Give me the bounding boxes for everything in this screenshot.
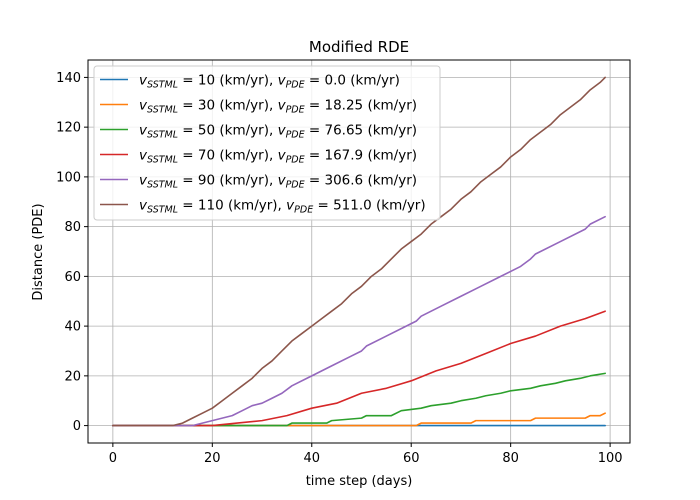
legend-entry: vSSTML = 30 (km/yr), vPDE = 18.25 (km/yr… — [139, 98, 417, 116]
series-line-sstml-110 — [112, 76, 606, 427]
legend-entry: vSSTML = 70 (km/yr), vPDE = 167.9 (km/yr… — [139, 148, 417, 166]
series-line-sstml-50 — [112, 372, 606, 427]
y-tick-label: 40 — [64, 320, 81, 335]
legend-entry: vSSTML = 90 (km/yr), vPDE = 306.6 (km/yr… — [139, 173, 417, 191]
legend-box — [93, 65, 441, 221]
y-tick-label: 80 — [64, 220, 81, 235]
x-axis-label: time step (days) — [306, 474, 413, 489]
x-tick-label: 20 — [204, 451, 221, 466]
plot-frame — [87, 59, 631, 444]
legend: vSSTML = 10 (km/yr), vPDE = 0.0 (km/yr) v… — [93, 65, 441, 221]
series-line-sstml-90 — [112, 215, 606, 427]
y-axis-ticks: 0 20 40 60 80 100 120 140 — [56, 71, 88, 434]
y-axis-label: Distance (PDE) — [31, 203, 46, 300]
y-tick-label: 20 — [64, 369, 81, 384]
x-tick-label: 100 — [598, 451, 623, 466]
series-line-sstml-30 — [112, 412, 606, 427]
legend-entry: vSSTML = 10 (km/yr), vPDE = 0.0 (km/yr) — [139, 73, 400, 91]
y-tick-label: 120 — [56, 121, 81, 136]
x-axis-ticks: 0 20 40 60 80 100 — [109, 443, 623, 466]
series-lines — [112, 76, 606, 427]
y-tick-label: 140 — [56, 71, 81, 86]
chart-title: Modified RDE — [309, 38, 409, 56]
legend-entry: vSSTML = 110 (km/yr), vPDE = 511.0 (km/y… — [139, 198, 426, 216]
x-tick-label: 60 — [403, 451, 420, 466]
series-line-sstml-70 — [112, 310, 606, 427]
x-tick-label: 40 — [303, 451, 320, 466]
x-tick-label: 80 — [502, 451, 519, 466]
y-tick-label: 100 — [56, 170, 81, 185]
x-tick-label: 0 — [109, 451, 117, 466]
y-tick-label: 0 — [73, 419, 81, 434]
legend-entry: vSSTML = 50 (km/yr), vPDE = 76.65 (km/yr… — [139, 123, 417, 141]
y-tick-label: 60 — [64, 270, 81, 285]
